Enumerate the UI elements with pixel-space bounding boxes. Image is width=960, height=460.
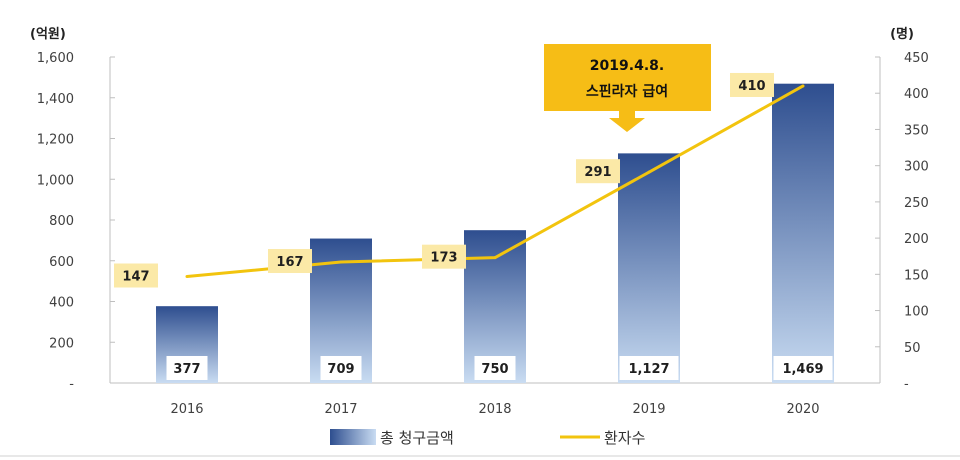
bar-data-label: 750: [481, 362, 508, 377]
x-tick-label: 2018: [478, 402, 511, 417]
legend-label-bar: 총 청구금액: [380, 429, 454, 447]
y-left-unit-label: (억원): [30, 27, 66, 42]
y-left-tick-label: 600: [49, 255, 74, 270]
bar-data-label: 377: [173, 362, 200, 377]
annotation-line-2: 스핀라자 급여: [586, 83, 668, 100]
y-right-tick-label: -: [904, 377, 909, 392]
annotation-line-1: 2019.4.8.: [590, 58, 664, 74]
y-left-tick-label: -: [69, 377, 74, 392]
y-right-tick-label: 250: [904, 196, 929, 211]
bar-label-box: [619, 356, 679, 380]
bar-label-box: [166, 356, 208, 380]
y-left-tick-label: 1,200: [37, 133, 74, 148]
y-left-tick-label: 1,600: [37, 51, 74, 66]
annotation: 2019.4.8. 스핀라자 급여: [544, 44, 711, 132]
line-label-box: [576, 159, 620, 184]
y-left-tick-label: 200: [49, 336, 74, 351]
bar-label-box: [474, 356, 516, 380]
bars: [156, 83, 834, 383]
bar-label-box: [773, 356, 833, 380]
bar-data-label: 1,469: [782, 362, 823, 377]
line-data-label: 173: [430, 251, 457, 266]
y-right-tick-label: 450: [904, 51, 929, 66]
x-tick-label: 2019: [632, 402, 665, 417]
y-right-tick-label: 300: [904, 160, 929, 175]
line-point: [185, 275, 189, 279]
y-right-tick-label: 200: [904, 232, 929, 247]
y-right-tick-label: 50: [904, 341, 921, 356]
line-data-label: 291: [584, 165, 611, 180]
bar-data-label: 709: [327, 362, 354, 377]
line-data-label: 410: [738, 79, 765, 94]
line-data-label: 147: [122, 270, 149, 285]
x-tick-label: 2016: [170, 402, 203, 417]
line-point: [647, 170, 651, 174]
bar-label-box: [320, 356, 362, 380]
legend-label-line: 환자수: [604, 429, 645, 447]
bar: [618, 153, 680, 383]
bar: [772, 83, 834, 383]
y-left-tick-label: 800: [49, 214, 74, 229]
line-point: [801, 84, 805, 88]
line-point: [493, 256, 497, 260]
y-right-tick-label: 150: [904, 268, 929, 283]
annotation-box: [544, 44, 711, 111]
x-tick-label: 2020: [786, 402, 819, 417]
y-left-tick-label: 1,400: [37, 92, 74, 107]
data-labels: 377 709 750 1,127 1,469 147 167 173 291 410: [114, 72, 833, 380]
line-point: [339, 260, 343, 264]
legend: 총 청구금액 환자수: [330, 429, 645, 447]
y-right-tick-label: 100: [904, 305, 929, 320]
y-left-tick-label: 1,000: [37, 173, 74, 188]
line-data-label: 167: [276, 255, 303, 270]
legend-swatch-bar: [330, 429, 376, 445]
axes: - 200 400 600 800 1,000 1,200 1,400 1,600 - 50 100 1…: [37, 51, 929, 417]
line-label-box: [422, 244, 466, 269]
y-right-unit-label: (명): [890, 26, 914, 42]
line-label-box: [114, 263, 158, 288]
x-tick-label: 2017: [324, 402, 357, 417]
annotation-arrow: [609, 111, 645, 132]
bar-data-label: 1,127: [628, 362, 669, 377]
y-right-tick-label: 350: [904, 123, 929, 138]
y-left-tick-label: 400: [49, 296, 74, 311]
line-label-box: [268, 249, 312, 274]
y-right-tick-label: 400: [904, 87, 929, 102]
line-label-box: [730, 72, 774, 97]
